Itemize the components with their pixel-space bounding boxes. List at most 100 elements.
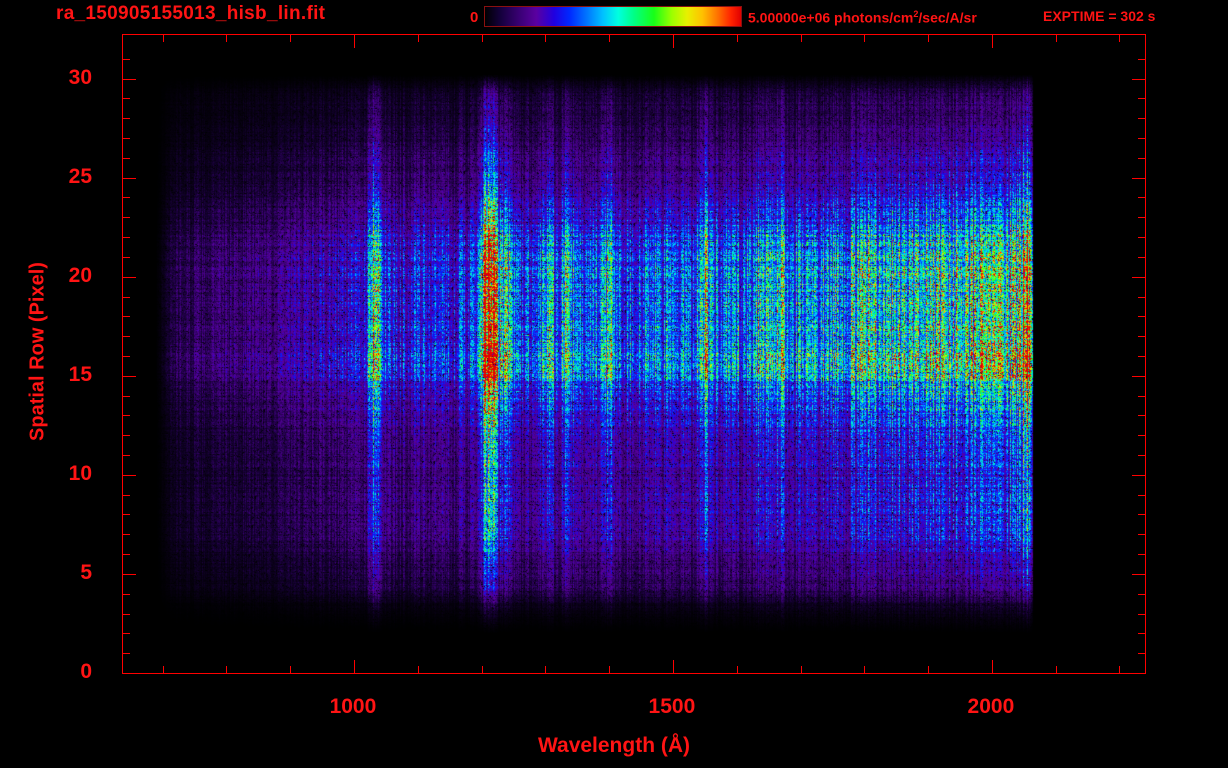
y-axis-tick-label: 5 [80,560,92,584]
y-axis-minor-tick [123,257,130,258]
x-axis-minor-tick [418,666,419,673]
y-axis-tick-label: 20 [68,263,92,287]
spectrogram-heatmap [123,35,1145,673]
y-axis-minor-tick-right [1138,514,1145,515]
y-axis-tick-label: 15 [68,362,92,386]
y-axis-minor-tick [123,138,130,139]
y-axis-minor-tick [123,316,130,317]
y-axis-minor-tick-right [1138,396,1145,397]
y-axis-minor-tick [123,435,130,436]
x-axis-minor-tick [163,666,164,673]
colorbar-max-units: /sec/A/sr [918,9,977,26]
colorbar-max-value: 5.00000e+06 photons/cm [748,9,914,26]
y-axis-major-tick-right [1132,673,1145,674]
colorbar-max-exponent: 2 [913,9,919,19]
y-axis-minor-tick [123,237,130,238]
y-axis-major-tick [123,277,136,278]
y-axis-tick-label: 0 [80,660,92,683]
y-axis-minor-tick [123,356,130,357]
x-axis-minor-tick-top [226,35,227,42]
x-axis-major-tick-top [992,35,993,48]
x-axis-minor-tick-top [163,35,164,42]
x-axis-minor-tick [1056,666,1057,673]
y-axis-title: Spatial Row (Pixel) [26,262,49,441]
y-axis-major-tick [123,376,136,377]
y-axis-minor-tick [123,217,130,218]
x-axis-title: Wavelength (Å) [537,734,691,757]
x-axis-minor-tick-top [545,35,546,42]
x-axis-minor-tick-top [609,35,610,42]
y-axis-major-tick [123,475,136,476]
y-axis-tick-label: 10 [68,461,92,485]
x-axis-minor-tick-top [1056,35,1057,42]
y-axis-tick-label: 25 [68,164,92,188]
x-axis-major-tick [992,660,993,673]
x-axis-minor-tick [864,666,865,673]
y-axis-minor-tick-right [1138,633,1145,634]
y-axis-minor-tick [123,594,130,595]
x-axis-tick-label: 1500 [648,695,696,718]
y-axis-minor-tick-right [1138,554,1145,555]
y-axis-minor-tick-right [1138,98,1145,99]
y-axis-major-tick-right [1132,574,1145,575]
x-axis-minor-tick-top [482,35,483,42]
x-axis-minor-tick-top [418,35,419,42]
x-axis-major-tick [354,660,355,673]
x-axis-minor-tick [737,666,738,673]
y-axis-major-tick [123,574,136,575]
y-axis-minor-tick [123,297,130,298]
x-axis-tick-label: 1000 [329,695,377,718]
colorbar-max-label: 5.00000e+06 photons/cm2/sec/A/sr [748,9,977,26]
y-axis-minor-tick-right [1138,118,1145,119]
y-axis-major-tick-right [1132,79,1145,80]
plot-frame [122,34,1146,674]
y-axis-minor-tick [123,653,130,654]
x-axis-minor-tick [928,666,929,673]
y-axis-minor-tick-right [1138,158,1145,159]
y-axis-minor-tick-right [1138,495,1145,496]
x-axis-minor-tick [290,666,291,673]
y-axis-minor-tick-right [1138,336,1145,337]
y-axis-major-tick-right [1132,277,1145,278]
x-axis-minor-tick [226,666,227,673]
y-axis-major-tick-right [1132,178,1145,179]
y-axis-minor-tick [123,633,130,634]
y-axis-minor-tick [123,197,130,198]
y-axis-minor-tick-right [1138,534,1145,535]
y-axis-minor-tick [123,554,130,555]
y-axis-minor-tick [123,59,130,60]
x-axis-minor-tick-top [290,35,291,42]
colorbar-min-label: 0 [470,9,479,26]
x-axis-major-tick [673,660,674,673]
y-axis-minor-tick [123,158,130,159]
y-axis-minor-tick-right [1138,297,1145,298]
y-axis-minor-tick-right [1138,594,1145,595]
y-axis-major-tick [123,178,136,179]
y-axis-major-tick [123,79,136,80]
x-axis-minor-tick-top [864,35,865,42]
y-axis-minor-tick-right [1138,356,1145,357]
y-axis-minor-tick-right [1138,257,1145,258]
colorbar-gradient [484,6,742,27]
y-axis-minor-tick-right [1138,415,1145,416]
y-axis-minor-tick [123,336,130,337]
y-axis-minor-tick [123,534,130,535]
y-axis-minor-tick-right [1138,614,1145,615]
y-axis-major-tick [123,673,136,674]
y-axis-minor-tick [123,396,130,397]
x-axis-minor-tick [801,666,802,673]
y-axis-minor-tick-right [1138,237,1145,238]
x-axis-major-tick-top [673,35,674,48]
y-axis-minor-tick [123,514,130,515]
y-axis-minor-tick [123,415,130,416]
x-axis-minor-tick-top [801,35,802,42]
page-title: ra_150905155013_hisb_lin.fit [56,3,326,24]
y-axis-minor-tick-right [1138,316,1145,317]
y-axis-major-tick-right [1132,376,1145,377]
x-axis-minor-tick [1119,666,1120,673]
x-axis-minor-tick [545,666,546,673]
y-axis-minor-tick-right [1138,435,1145,436]
y-axis-tick-label: 30 [68,65,92,89]
y-axis-minor-tick-right [1138,59,1145,60]
